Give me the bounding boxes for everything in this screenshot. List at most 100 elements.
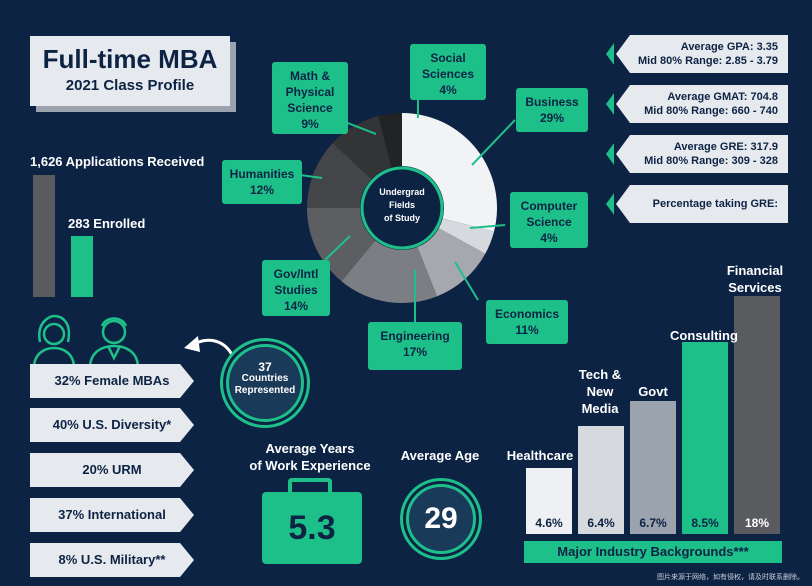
stat-line: Average GMAT: 704.8 <box>667 91 778 103</box>
label-healthcare: Healthcare <box>506 448 574 463</box>
stat-line: Average GPA: 3.35 <box>680 41 778 53</box>
international: 37% International <box>30 498 194 532</box>
enrolled-label: 283 Enrolled <box>68 216 146 231</box>
donut-center-l1: Undergrad <box>379 187 425 197</box>
bar-value: 6.7% <box>639 516 667 530</box>
page-subtitle: 2021 Class Profile <box>65 77 195 94</box>
bar-value: 18% <box>744 516 770 530</box>
stat-gre-pct: Percentage taking GRE: 48% <box>616 185 788 223</box>
briefcase-handle-icon <box>288 478 332 492</box>
page-title: Full-time MBA <box>42 44 218 74</box>
label-govt: Govt <box>638 384 668 399</box>
countries-line: Represented <box>234 385 296 396</box>
label-line: Sciences <box>421 67 475 81</box>
stat-line: Average GRE: 317.9 <box>673 141 778 153</box>
stat-line: Mid 80% Range: 2.85 - 3.79 <box>638 55 778 67</box>
label-line: Gov/Intl <box>273 267 319 281</box>
donut-segment-humanities <box>307 142 372 208</box>
label-business: Business 29% <box>516 88 588 132</box>
us-military: 8% U.S. Military** <box>30 543 194 577</box>
label-line: 9% <box>301 117 319 131</box>
label-financial-services: Financial Services <box>726 263 784 295</box>
countries-line: Countries <box>241 373 289 384</box>
donut-segment-social-sciences <box>378 113 402 168</box>
label-line: Engineering <box>380 329 450 343</box>
applications-received-label: 1,626 Applications Received <box>30 154 205 169</box>
stat-gmat: Average GMAT: 704.8 Mid 80% Range: 660 -… <box>616 85 788 123</box>
label-math-science: Math & Physical Science 9% <box>272 62 348 134</box>
countries-number: 37 <box>258 360 272 374</box>
bar-value: 6.4% <box>587 516 615 530</box>
label-line: Economics <box>494 307 560 321</box>
label-line: Studies <box>274 283 318 297</box>
enrolled-bar <box>71 236 93 297</box>
stat-line: Mid 80% Range: 309 - 328 <box>644 155 778 167</box>
donut-segment-business <box>402 113 497 232</box>
age-circle: 29 <box>406 484 476 554</box>
stat-line: Mid 80% Range: 660 - 740 <box>644 105 778 117</box>
experience-value: 5.3 <box>288 509 336 547</box>
stat-edge <box>606 185 614 223</box>
label-social-sciences: Social Sciences 4% <box>410 44 486 100</box>
female-mbas: 32% Female MBAs <box>30 364 194 398</box>
donut-center-l2: Fields <box>389 200 415 210</box>
age-label: Average Age <box>400 448 480 463</box>
label-line: Computer <box>520 199 578 213</box>
donut-center <box>360 166 444 250</box>
stat-edge <box>606 35 614 73</box>
label-line: Science <box>287 101 333 115</box>
us-diversity: 40% U.S. Diversity* <box>30 408 194 442</box>
donut-segment-engineering <box>341 240 437 303</box>
label-line: Business <box>525 95 579 109</box>
urm: 20% URM <box>30 453 194 487</box>
stat-gpa: Average GPA: 3.35 Mid 80% Range: 2.85 - … <box>616 35 788 73</box>
experience-line: Average Years <box>265 441 355 456</box>
label-line: 11% <box>515 323 539 337</box>
label-tech-media: Tech & New Media <box>578 367 622 416</box>
donut-segment-computer-science <box>438 218 495 254</box>
title-card: Full-time MBA 2021 Class Profile <box>30 36 230 106</box>
label-economics: Economics 11% <box>486 300 568 344</box>
bar-value: 8.5% <box>691 516 719 530</box>
bar-value: 4.6% <box>535 516 563 530</box>
label-humanities: Humanities 12% <box>222 160 302 204</box>
footnote: 图片来源于网络，如有侵权，请及时联系删除。 <box>657 574 804 581</box>
label-computer-science: Computer Science 4% <box>510 192 588 248</box>
label-line: Math & <box>290 69 330 83</box>
briefcase-icon: 5.3 <box>262 492 362 564</box>
stat-edge <box>606 85 614 123</box>
industry-caption: Major Industry Backgrounds*** <box>524 541 782 563</box>
applications-bar <box>33 175 55 297</box>
donut-segment-economics <box>417 228 486 297</box>
label-gov-intl: Gov/Intl Studies 14% <box>262 260 330 316</box>
experience-line: of Work Experience <box>249 458 371 473</box>
bar-healthcare: 4.6% <box>526 468 572 534</box>
label-line: 14% <box>283 299 309 313</box>
bar-financial-services: 18% <box>734 296 780 534</box>
label-line: 29% <box>539 111 565 125</box>
label-consulting: Consulting <box>670 328 738 343</box>
label-line: 4% <box>439 83 457 97</box>
label-line: 4% <box>540 231 558 245</box>
donut-center-l3: of Study <box>384 213 420 223</box>
label-line: Science <box>526 215 572 229</box>
bar-govt: 6.7% <box>630 401 676 534</box>
stat-edge <box>606 135 614 173</box>
stat-gre: Average GRE: 317.9 Mid 80% Range: 309 - … <box>616 135 788 173</box>
label-line: Physical <box>285 85 335 99</box>
countries-circle: 37 Countries Represented <box>226 344 304 422</box>
bar-tech-media: 6.4% <box>578 426 624 534</box>
label-line: 17% <box>402 345 428 359</box>
label-engineering: Engineering 17% <box>368 322 462 370</box>
people-icon <box>32 314 140 368</box>
fields-donut: Undergrad Fields of Study <box>307 113 497 303</box>
bar-consulting: 8.5% <box>682 342 728 534</box>
age-value: 29 <box>424 502 458 535</box>
label-line: 12% <box>249 183 275 197</box>
experience-label: Average Years of Work Experience <box>240 440 380 474</box>
label-line: Humanities <box>229 167 295 181</box>
label-line: Social <box>430 51 466 65</box>
stat-line: Percentage taking GRE: 48% <box>652 198 778 238</box>
